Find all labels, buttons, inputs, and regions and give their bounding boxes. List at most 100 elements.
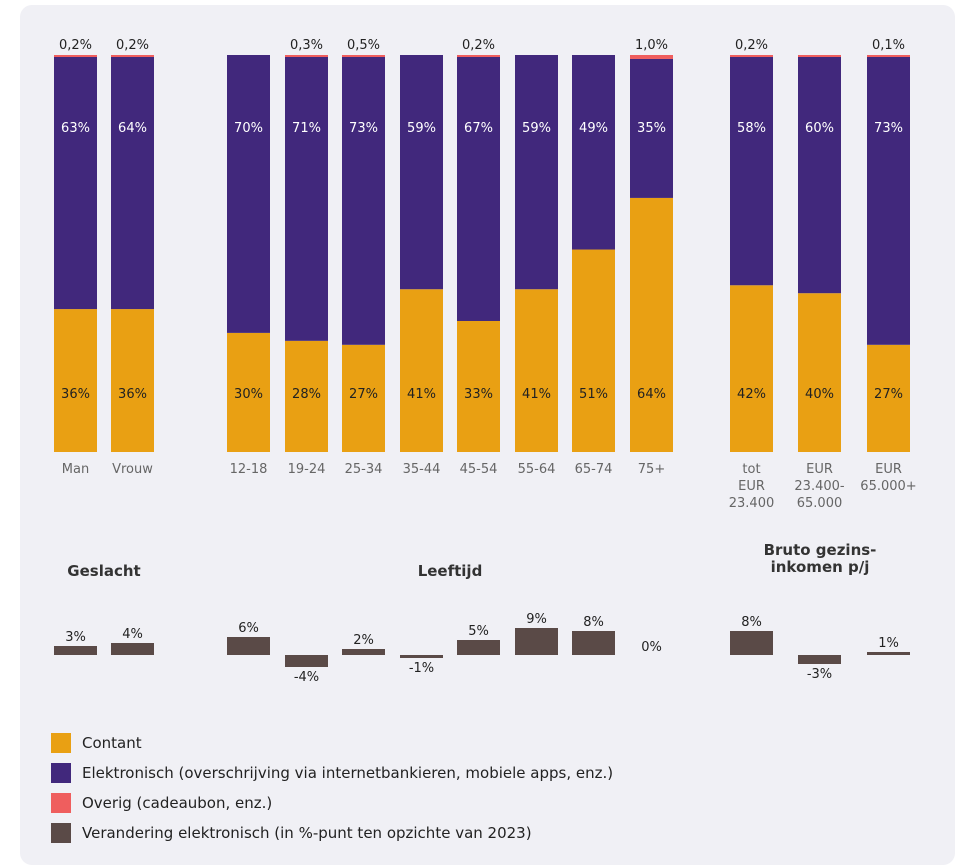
x-tick-label: 55-64 (518, 462, 556, 477)
bar-contant (867, 344, 910, 452)
data-label-elektronisch: 59% (522, 121, 551, 136)
data-label-elektronisch: 49% (579, 121, 608, 136)
bar-elektronisch (572, 55, 615, 250)
x-tick-label: 23.400- (794, 479, 844, 494)
bar-contant (285, 340, 328, 452)
group-label: inkomen p/j (771, 558, 870, 576)
data-label-contant: 41% (522, 387, 551, 402)
data-label-verandering: 5% (468, 624, 489, 639)
x-tick-label: 12-18 (230, 462, 268, 477)
data-label-elektronisch: 71% (292, 121, 321, 136)
bar-overig (54, 55, 97, 57)
x-tick-label: EUR (738, 479, 765, 494)
x-tick-label: 65.000 (797, 496, 843, 511)
legend-swatch (51, 823, 71, 843)
legend-label: Contant (82, 734, 142, 752)
data-label-elektronisch: 73% (874, 121, 903, 136)
x-tick-label: 45-54 (460, 462, 498, 477)
data-label-overig: 1,0% (635, 38, 668, 53)
bar-verandering (342, 649, 385, 655)
x-tick-label: 75+ (638, 462, 665, 477)
data-label-contant: 36% (118, 387, 147, 402)
data-label-contant: 41% (407, 387, 436, 402)
data-label-contant: 28% (292, 387, 321, 402)
legend-swatch (51, 733, 71, 753)
data-label-contant: 27% (874, 387, 903, 402)
bar-elektronisch (798, 57, 841, 294)
bar-elektronisch (867, 57, 910, 345)
data-label-verandering: 4% (122, 627, 143, 642)
x-tick-label: 35-44 (403, 462, 441, 477)
data-label-overig: 0,2% (462, 38, 495, 53)
data-label-verandering: -4% (294, 670, 319, 685)
bar-contant (730, 285, 773, 452)
bar-contant (572, 249, 615, 452)
data-label-contant: 27% (349, 387, 378, 402)
data-label-contant: 30% (234, 387, 263, 402)
data-label-contant: 51% (579, 387, 608, 402)
chart-panel: 36% 63% 0,2% Man 3% 36% 64% 0,2% Vrouw 4% 30% 70% 12… (20, 5, 955, 865)
data-label-elektronisch: 58% (737, 121, 766, 136)
x-tick-label: tot (742, 462, 760, 477)
x-tick-label: Vrouw (112, 462, 153, 477)
data-label-elektronisch: 63% (61, 121, 90, 136)
data-label-overig: 0,2% (59, 38, 92, 53)
data-label-verandering: 0% (641, 640, 662, 655)
x-tick-label: 23.400 (729, 496, 775, 511)
legend-label: Verandering elektronisch (in %-punt ten … (82, 824, 532, 842)
bar-verandering (457, 640, 500, 655)
x-tick-label: 19-24 (288, 462, 326, 477)
data-label-contant: 64% (637, 387, 666, 402)
bar-contant (54, 309, 97, 452)
legend-swatch (51, 793, 71, 813)
group-label: Geslacht (67, 562, 140, 580)
data-label-verandering: -3% (807, 667, 832, 682)
bar-verandering (515, 628, 558, 655)
bar-elektronisch (400, 55, 443, 290)
bar-overig (730, 55, 773, 57)
data-label-elektronisch: 59% (407, 121, 436, 136)
bar-verandering (54, 646, 97, 655)
legend-label: Elektronisch (overschrijving via interne… (82, 764, 613, 782)
x-tick-label: 25-34 (345, 462, 383, 477)
bar-overig (342, 55, 385, 57)
bar-overig (867, 55, 910, 57)
bar-contant (342, 344, 385, 452)
bar-verandering (798, 655, 841, 664)
data-label-verandering: 8% (583, 615, 604, 630)
bar-verandering (285, 655, 328, 667)
data-label-elektronisch: 67% (464, 121, 493, 136)
bar-overig (111, 55, 154, 57)
bar-verandering (572, 631, 615, 655)
bar-contant (400, 289, 443, 452)
bar-contant (227, 332, 270, 452)
bar-verandering (867, 652, 910, 655)
data-label-contant: 33% (464, 387, 493, 402)
data-label-elektronisch: 35% (637, 121, 666, 136)
data-label-verandering: 2% (353, 633, 374, 648)
bar-overig (630, 55, 673, 59)
bar-verandering (730, 631, 773, 655)
bar-elektronisch (54, 57, 97, 310)
data-label-elektronisch: 64% (118, 121, 147, 136)
group-label: Leeftijd (418, 562, 483, 580)
data-label-verandering: 9% (526, 612, 547, 627)
bar-elektronisch (630, 58, 673, 198)
bar-overig (798, 55, 841, 57)
data-label-contant: 42% (737, 387, 766, 402)
legend-swatch (51, 763, 71, 783)
data-label-verandering: 3% (65, 630, 86, 645)
x-tick-label: Man (62, 462, 89, 477)
bar-verandering (111, 643, 154, 655)
bar-elektronisch (285, 57, 328, 341)
data-label-verandering: 1% (878, 636, 899, 651)
bar-elektronisch (111, 57, 154, 310)
payment-method-chart: 36% 63% 0,2% Man 3% 36% 64% 0,2% Vrouw 4% 30% 70% 12… (20, 5, 955, 865)
bar-elektronisch (730, 57, 773, 286)
x-tick-label: 65-74 (575, 462, 613, 477)
data-label-overig: 0,5% (347, 38, 380, 53)
data-label-verandering: -1% (409, 661, 434, 676)
data-label-contant: 36% (61, 387, 90, 402)
data-label-elektronisch: 60% (805, 121, 834, 136)
bar-elektronisch (457, 57, 500, 321)
